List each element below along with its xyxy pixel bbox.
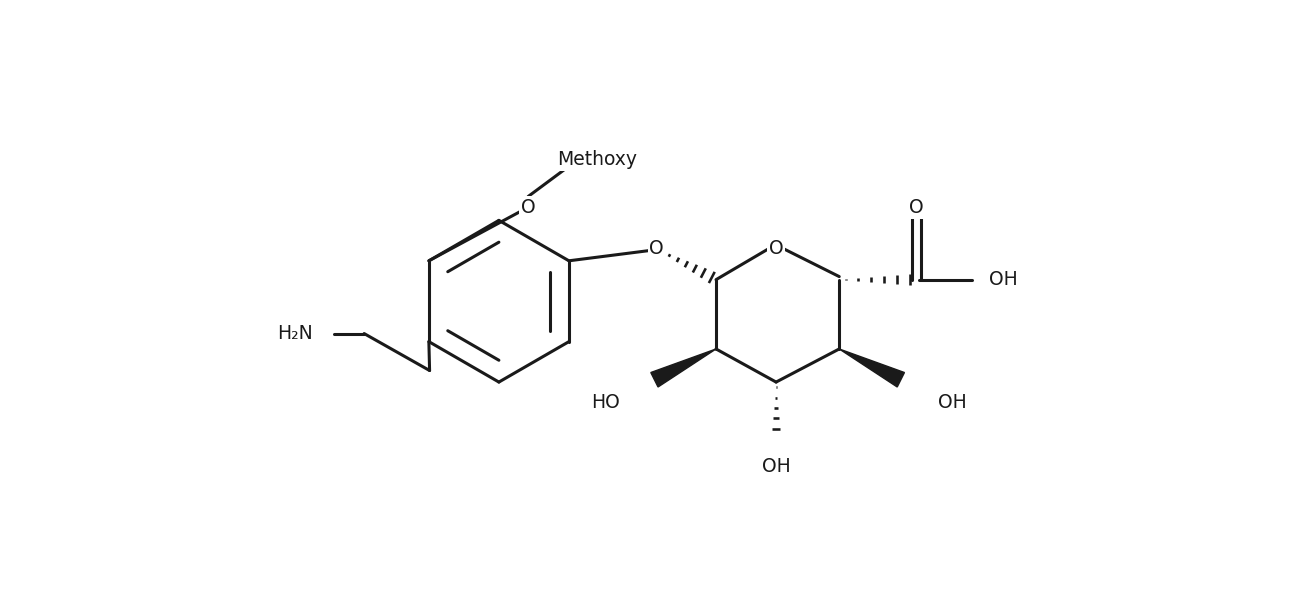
Text: H₂N: H₂N: [276, 324, 312, 343]
Text: O: O: [649, 239, 665, 258]
Text: O: O: [909, 198, 924, 217]
Text: HO: HO: [591, 393, 620, 413]
Text: OH: OH: [938, 393, 966, 413]
Polygon shape: [651, 349, 716, 387]
Text: O: O: [521, 198, 536, 217]
Text: OH: OH: [990, 270, 1019, 289]
Polygon shape: [840, 349, 904, 387]
Text: Methoxy: Methoxy: [558, 150, 637, 169]
Text: O: O: [769, 239, 783, 258]
Text: OH: OH: [762, 456, 791, 475]
